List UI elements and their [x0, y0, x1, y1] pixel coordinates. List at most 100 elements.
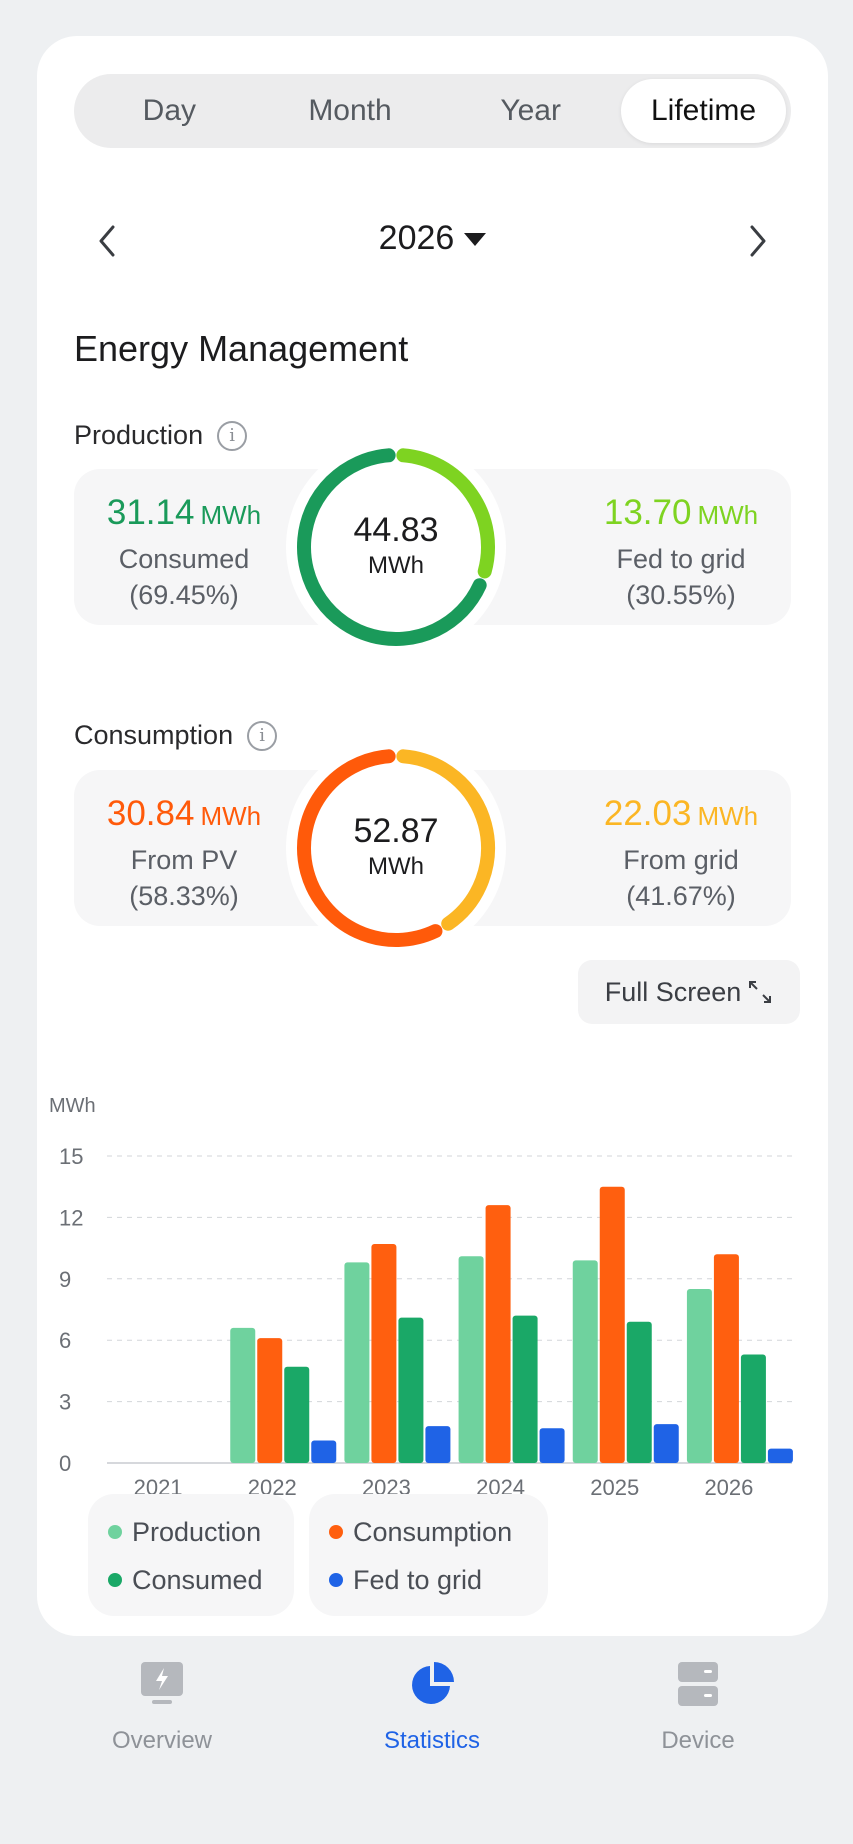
tab-month[interactable]: Month: [308, 94, 392, 127]
year-value: 2026: [378, 219, 455, 257]
year-navigation: 2026: [74, 211, 791, 271]
legend-dot: [329, 1573, 343, 1587]
x-tick-label: 2025: [590, 1475, 639, 1500]
consumed-percent: (69.45%): [129, 580, 239, 610]
bar-consumed-2022[interactable]: [284, 1366, 310, 1463]
server-icon: [678, 1662, 718, 1706]
production-fed-to-grid: 13.70 MWh Fed to grid (30.55%): [571, 493, 791, 613]
consumed-unit: MWh: [200, 500, 262, 530]
bar-consumed-2023[interactable]: [398, 1317, 424, 1463]
legend-consumption[interactable]: Consumption: [329, 1508, 528, 1556]
legend-consumed[interactable]: Consumed: [108, 1556, 274, 1604]
from-grid-percent: (41.67%): [626, 881, 736, 911]
bar-consumption-2025[interactable]: [599, 1186, 625, 1463]
bar-consumption-2022[interactable]: [257, 1338, 283, 1463]
legend-fed-to-grid[interactable]: Fed to grid: [329, 1556, 528, 1604]
from-pv-value: 30.84: [106, 794, 195, 833]
production-label: Production i: [74, 420, 248, 451]
bar-production-2023[interactable]: [344, 1262, 370, 1463]
bar-fed-to-grid-2024[interactable]: [539, 1428, 565, 1463]
year-dropdown[interactable]: 2026: [74, 219, 791, 258]
monitor-bolt-icon: [141, 1662, 183, 1704]
legend-label: Production: [132, 1516, 262, 1547]
previous-year-button[interactable]: [86, 219, 130, 263]
nav-statistics-label: Statistics: [383, 1727, 481, 1754]
pie-chart-icon: [412, 1662, 454, 1704]
legend-group-1: Production Consumed: [88, 1494, 294, 1616]
production-right-arc: [396, 448, 495, 579]
consumption-right-arc: [396, 749, 495, 931]
from-grid-label: From grid: [623, 845, 739, 875]
bar-production-2026[interactable]: [686, 1289, 712, 1463]
from-pv-unit: MWh: [200, 801, 262, 831]
bar-consumption-2024[interactable]: [485, 1205, 511, 1463]
fed-to-grid-label: Fed to grid: [616, 544, 746, 574]
tab-year[interactable]: Year: [500, 94, 561, 127]
legend-dot: [329, 1525, 343, 1539]
y-tick-label: 15: [59, 1144, 83, 1169]
bar-consumption-2026[interactable]: [713, 1254, 739, 1463]
bar-production-2022[interactable]: [230, 1327, 256, 1463]
y-axis-label: MWh: [49, 1095, 96, 1117]
consumption-label: Consumption i: [74, 720, 278, 751]
x-tick-label: 2026: [704, 1475, 753, 1500]
production-total-unit: MWh: [368, 552, 424, 579]
consumption-ring: 52.87 MWh: [286, 738, 506, 958]
legend-group-2: Consumption Fed to grid: [309, 1494, 548, 1616]
production-total-value: 44.83: [353, 511, 439, 549]
info-icon[interactable]: i: [247, 720, 278, 751]
fed-to-grid-value: 13.70: [603, 493, 692, 532]
next-year-button[interactable]: [735, 219, 779, 263]
bar-production-2024[interactable]: [458, 1256, 484, 1463]
legend-production[interactable]: Production: [108, 1508, 274, 1556]
consumption-ring-chart: [297, 749, 495, 947]
production-ring: 44.83 MWh: [286, 437, 506, 657]
bar-consumption-2023[interactable]: [371, 1244, 397, 1463]
from-pv-label: From PV: [130, 845, 238, 875]
chevron-right-icon: [750, 225, 766, 257]
bar-consumed-2025[interactable]: [626, 1321, 652, 1463]
chevron-left-icon: [99, 225, 115, 257]
from-grid-value: 22.03: [603, 794, 692, 833]
legend-dot: [108, 1573, 122, 1587]
consumption-label-text: Consumption: [74, 720, 234, 750]
bar-fed-to-grid-2022[interactable]: [311, 1440, 337, 1463]
bottom-navigation: Overview Statistics Device: [0, 1650, 853, 1770]
bar-fed-to-grid-2026[interactable]: [767, 1448, 793, 1463]
legend-label: Consumed: [132, 1564, 263, 1595]
consumption-from-pv: 30.84 MWh From PV (58.33%): [74, 794, 294, 914]
consumed-label: Consumed: [118, 544, 250, 574]
nav-overview-label: Overview: [111, 1727, 213, 1754]
full-screen-button[interactable]: Full Screen: [578, 960, 800, 1024]
bar-production-2025[interactable]: [572, 1260, 598, 1463]
consumption-total-unit: MWh: [368, 853, 424, 880]
tab-day[interactable]: Day: [142, 94, 197, 127]
bar-fed-to-grid-2023[interactable]: [425, 1426, 451, 1463]
y-tick-label: 3: [59, 1390, 71, 1415]
period-segmented-control: Day Month Year Lifetime: [74, 74, 791, 148]
bar-fed-to-grid-2025[interactable]: [653, 1424, 679, 1463]
consumption-total-value: 52.87: [353, 812, 439, 850]
production-left-arc: [297, 448, 487, 646]
production-consumed: 31.14 MWh Consumed (69.45%): [74, 493, 294, 613]
nav-statistics[interactable]: Statistics: [332, 1660, 532, 1755]
from-grid-unit: MWh: [697, 801, 759, 831]
nav-device[interactable]: Device: [598, 1660, 798, 1755]
fed-to-grid-unit: MWh: [697, 500, 759, 530]
y-tick-label: 12: [59, 1205, 83, 1230]
production-ring-chart: [297, 448, 495, 646]
from-pv-percent: (58.33%): [129, 881, 239, 911]
info-icon[interactable]: i: [217, 420, 248, 451]
tab-lifetime[interactable]: Lifetime: [621, 79, 787, 143]
y-tick-label: 6: [59, 1328, 71, 1353]
bar-consumed-2024[interactable]: [512, 1315, 538, 1463]
consumption-left-arc: [297, 749, 443, 947]
legend-label: Fed to grid: [353, 1564, 483, 1595]
nav-overview[interactable]: Overview: [62, 1660, 262, 1755]
bar-consumed-2026[interactable]: [740, 1354, 766, 1463]
consumed-value: 31.14: [106, 493, 195, 532]
full-screen-label: Full Screen: [604, 976, 742, 1007]
expand-icon: [749, 981, 772, 1003]
nav-device-label: Device: [661, 1727, 735, 1754]
